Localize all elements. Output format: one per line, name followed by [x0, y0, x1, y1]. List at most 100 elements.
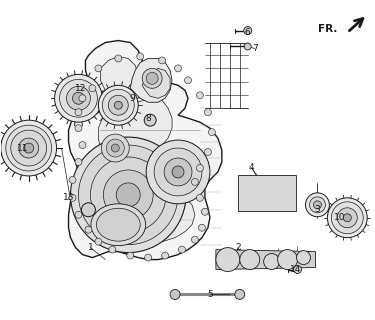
Text: 6: 6: [245, 28, 250, 37]
Circle shape: [95, 65, 102, 72]
Circle shape: [201, 208, 208, 215]
Circle shape: [209, 129, 215, 136]
Text: 8: 8: [145, 114, 151, 123]
Circle shape: [75, 109, 82, 116]
Text: 5: 5: [207, 290, 213, 299]
Circle shape: [24, 143, 34, 153]
Circle shape: [159, 57, 166, 64]
Circle shape: [314, 201, 321, 209]
Circle shape: [178, 246, 186, 253]
Circle shape: [244, 43, 251, 50]
Text: 12: 12: [75, 84, 86, 93]
Circle shape: [145, 254, 152, 261]
Circle shape: [278, 250, 297, 269]
Circle shape: [101, 134, 129, 162]
Circle shape: [95, 238, 102, 245]
Circle shape: [79, 141, 86, 148]
Circle shape: [192, 236, 198, 243]
Circle shape: [309, 197, 326, 213]
Circle shape: [204, 148, 212, 156]
Polygon shape: [238, 175, 296, 211]
Text: 14: 14: [290, 265, 301, 274]
Circle shape: [192, 179, 198, 185]
Polygon shape: [130, 59, 172, 102]
Circle shape: [144, 114, 156, 126]
Circle shape: [79, 95, 86, 102]
Circle shape: [114, 101, 122, 109]
Circle shape: [164, 158, 192, 186]
Circle shape: [344, 214, 351, 222]
Text: 9: 9: [129, 94, 135, 103]
Circle shape: [66, 86, 90, 110]
Circle shape: [154, 148, 202, 196]
Circle shape: [332, 202, 363, 234]
Circle shape: [111, 144, 119, 152]
Circle shape: [174, 65, 182, 72]
Circle shape: [108, 95, 128, 115]
Polygon shape: [216, 250, 315, 269]
Circle shape: [75, 125, 82, 132]
Circle shape: [11, 130, 46, 166]
Circle shape: [172, 166, 184, 178]
Circle shape: [235, 289, 245, 300]
Circle shape: [115, 55, 122, 62]
Circle shape: [137, 53, 144, 60]
Text: 10: 10: [334, 213, 345, 222]
Circle shape: [75, 158, 82, 165]
Circle shape: [196, 194, 203, 201]
Circle shape: [60, 79, 98, 117]
Text: 7: 7: [252, 44, 258, 53]
Circle shape: [81, 203, 95, 217]
Circle shape: [196, 92, 203, 99]
Text: 2: 2: [235, 243, 241, 252]
Ellipse shape: [91, 204, 146, 246]
Circle shape: [104, 170, 153, 220]
Circle shape: [6, 125, 52, 171]
Polygon shape: [98, 56, 195, 244]
Circle shape: [69, 194, 76, 201]
Text: 11: 11: [17, 144, 28, 153]
Circle shape: [146, 140, 210, 204]
Circle shape: [72, 92, 84, 104]
Circle shape: [19, 138, 39, 158]
Circle shape: [264, 253, 280, 269]
Text: 1: 1: [87, 243, 93, 252]
Circle shape: [244, 27, 252, 35]
Circle shape: [69, 176, 76, 183]
Circle shape: [102, 89, 134, 121]
Circle shape: [1, 120, 57, 176]
Circle shape: [98, 85, 138, 125]
Circle shape: [327, 198, 367, 238]
Circle shape: [127, 252, 134, 259]
Circle shape: [89, 85, 96, 92]
Circle shape: [204, 109, 212, 116]
Circle shape: [306, 193, 329, 217]
Circle shape: [85, 226, 92, 233]
Circle shape: [240, 250, 260, 269]
Text: 13: 13: [63, 193, 74, 202]
Text: 4: 4: [249, 164, 255, 172]
Circle shape: [109, 246, 116, 253]
Circle shape: [116, 183, 140, 207]
Circle shape: [184, 77, 192, 84]
Polygon shape: [69, 41, 222, 260]
Circle shape: [75, 211, 82, 218]
Circle shape: [170, 289, 180, 300]
Circle shape: [106, 139, 124, 157]
Circle shape: [198, 224, 206, 231]
Circle shape: [70, 137, 186, 252]
Polygon shape: [142, 68, 170, 98]
Circle shape: [294, 266, 302, 274]
Circle shape: [338, 208, 357, 228]
Text: 3: 3: [315, 205, 320, 214]
Circle shape: [196, 164, 203, 172]
Circle shape: [55, 74, 102, 122]
Circle shape: [142, 68, 162, 88]
Circle shape: [78, 145, 178, 244]
Text: FR.: FR.: [318, 24, 337, 34]
Ellipse shape: [96, 208, 140, 241]
Circle shape: [162, 252, 169, 259]
Circle shape: [146, 72, 158, 84]
Circle shape: [216, 248, 240, 271]
Circle shape: [297, 251, 310, 265]
